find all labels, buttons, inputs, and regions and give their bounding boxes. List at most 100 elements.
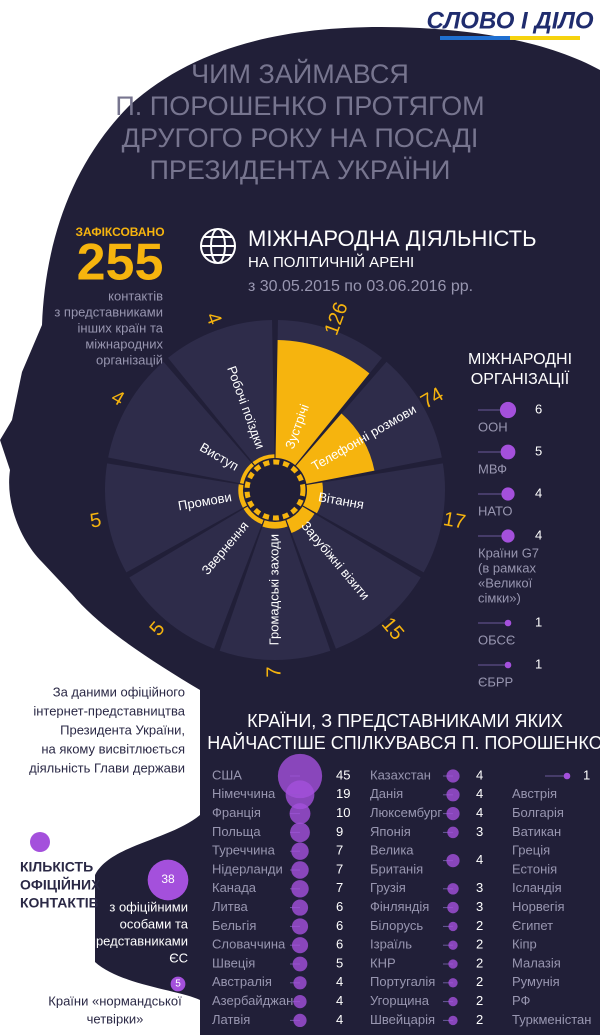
value-label: 4: [336, 974, 343, 989]
category-label: Франція: [212, 805, 261, 820]
bubble: [291, 918, 309, 935]
summary-text: організацій: [96, 352, 163, 367]
bar: [295, 413, 375, 484]
bubble: [447, 883, 459, 895]
category-label: Латвія: [212, 1012, 250, 1027]
category-label: Данія: [370, 786, 403, 801]
source-note: Президента України,: [60, 722, 185, 737]
category-label: Литва: [212, 899, 249, 914]
legend-value: 5: [175, 979, 181, 990]
legend-title: ОФІЦІЙНИХ: [20, 876, 101, 893]
value-label: 7: [336, 880, 343, 895]
category-label: Австрія: [512, 786, 557, 801]
value-label: 6: [535, 401, 542, 416]
category-label: Британія: [370, 861, 423, 876]
value-label: 2: [476, 1012, 483, 1027]
sector-background: [129, 506, 264, 649]
bubble: [448, 921, 458, 932]
source-note: інтернет-представництва: [33, 703, 185, 718]
sector-background: [219, 520, 331, 660]
bubble: [291, 899, 309, 916]
value-label: 3: [476, 899, 483, 914]
value-label: 4: [476, 852, 483, 867]
value-label: 4: [336, 993, 343, 1008]
value-label: 10: [336, 805, 350, 820]
value-label: 3: [476, 824, 483, 839]
value-label: 4: [476, 767, 483, 782]
value-label: 6: [336, 918, 343, 933]
chart-subtitle: НА ПОЛІТИЧНІЙ АРЕНІ: [248, 253, 414, 271]
sector-background: [104, 463, 248, 573]
legend-label: четвірки»: [87, 1011, 144, 1026]
value-label: 3: [476, 880, 483, 895]
legend-label: представниками: [89, 933, 188, 948]
bubble: [292, 956, 308, 972]
chart-title: МІЖНАРОДНА ДІЯЛЬНІСТЬ: [248, 226, 537, 251]
legend-label: з офіційними: [109, 899, 188, 914]
category-label: США: [212, 767, 242, 782]
bubble: [504, 619, 512, 627]
summary-text: міжнародних: [85, 336, 163, 351]
title-line: ПРЕЗИДЕНТА УКРАЇНИ: [150, 155, 451, 185]
category-label: «Великої: [478, 575, 533, 590]
category-label: Туреччина: [212, 843, 276, 858]
value-label: 2: [476, 937, 483, 952]
bubble: [501, 529, 515, 543]
category-label: Словаччина: [212, 937, 286, 952]
value-label: 5: [336, 955, 343, 970]
category-label: Греція: [512, 843, 550, 858]
bubble: [447, 826, 459, 839]
bar: [239, 463, 255, 484]
value-label: 4: [535, 527, 542, 542]
category-label: МВФ: [478, 461, 507, 476]
category-label: Румунія: [512, 974, 560, 989]
category-label: (в рамках: [478, 560, 536, 575]
chart-period: з 30.05.2015 по 03.06.2016 рр.: [248, 278, 473, 295]
bubble: [293, 995, 307, 1009]
title-line: ЧИМ ЗАЙМАВСЯ: [191, 58, 409, 89]
category-label: Ісландія: [512, 880, 562, 895]
bubble: [448, 940, 458, 950]
bubble: [291, 842, 309, 860]
category-label: Угорщина: [370, 993, 430, 1008]
bar: [252, 454, 275, 466]
chart-title: КРАЇНИ, З ПРЕДСТАВНИКАМИ ЯКИХ: [247, 711, 563, 731]
value-label: 7: [336, 843, 343, 858]
bubble: [290, 822, 310, 843]
value-label: 7: [263, 666, 285, 677]
legend-value: 38: [161, 872, 175, 886]
category-label: Швеція: [212, 955, 255, 970]
category-label: Єгипет: [512, 918, 553, 933]
value-label: 2: [476, 974, 483, 989]
legend-symbol: [30, 832, 50, 852]
bubble: [446, 788, 460, 802]
value-label: 2: [476, 918, 483, 933]
bar: [243, 506, 264, 525]
bar: [302, 482, 323, 514]
summary-text: інших країн та: [78, 320, 164, 335]
title-line: П. ПОРОШЕНКО ПРОТЯГОМ: [115, 91, 484, 121]
category-label: Азербайджан: [212, 993, 293, 1008]
summary-label: ЗАФІКСОВАНО: [75, 225, 164, 239]
summary-text: з представниками: [54, 304, 163, 319]
value-label: 1: [535, 614, 542, 629]
bubble: [448, 1015, 458, 1026]
category-label: Португалія: [370, 974, 435, 989]
value-label: 5: [535, 443, 542, 458]
category-label: Країни G7: [478, 545, 539, 560]
category-label: Казахстан: [370, 767, 431, 782]
logo-stripe: [510, 36, 580, 40]
source-note: на якому висвітлюється: [41, 741, 185, 756]
value-label: 2: [476, 955, 483, 970]
center-ring: [244, 459, 306, 521]
sector-background: [286, 506, 421, 649]
value-label: 17: [441, 508, 467, 534]
bubble: [563, 772, 571, 780]
bubble: [446, 854, 460, 868]
sector-background: [302, 463, 445, 573]
value-label: 1: [535, 656, 542, 671]
sector-background: [108, 361, 255, 484]
category-label: РФ: [512, 993, 531, 1008]
category-label: Нідерланди: [212, 861, 283, 876]
category-label: Канада: [212, 880, 257, 895]
